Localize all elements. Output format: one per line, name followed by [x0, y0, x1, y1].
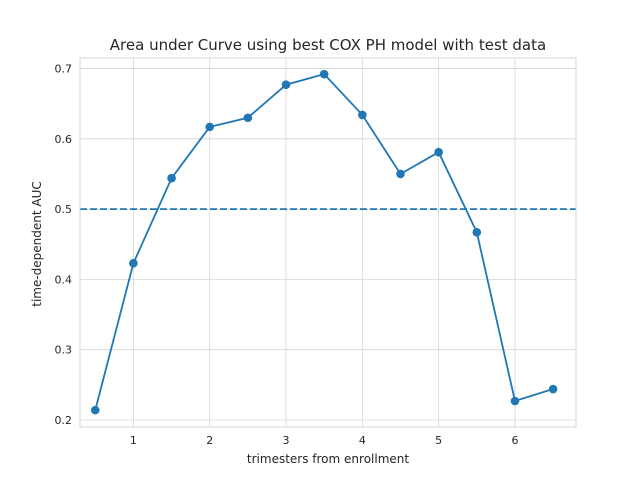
- data-point: [510, 396, 520, 406]
- plot-frame: [79, 57, 577, 428]
- x-tick-label: 5: [435, 434, 442, 447]
- x-tick-label: 3: [283, 434, 290, 447]
- y-tick-label: 0.4: [55, 273, 73, 286]
- data-point: [319, 69, 329, 79]
- y-tick-label: 0.7: [55, 63, 73, 76]
- chart-title: Area under Curve using best COX PH model…: [110, 36, 546, 54]
- x-tick-labels: 1 2 3 4 5 6: [130, 434, 519, 447]
- data-point: [129, 258, 138, 268]
- x-tick-label: 1: [130, 434, 137, 447]
- data-point: [396, 169, 405, 179]
- data-point: [205, 122, 215, 132]
- data-point: [472, 228, 482, 237]
- data-point: [243, 113, 253, 123]
- data-point: [90, 405, 100, 415]
- x-axis-label: trimesters from enrollment: [247, 452, 409, 466]
- data-point: [548, 384, 558, 394]
- data-point: [358, 110, 367, 120]
- data-point: [434, 147, 443, 157]
- data-point: [167, 173, 176, 183]
- data-markers: [90, 69, 558, 415]
- x-tick-label: 4: [359, 434, 366, 447]
- data-point: [281, 80, 291, 90]
- y-tick-label: 0.2: [55, 414, 73, 427]
- y-axis-label: time-dependent AUC: [30, 181, 44, 307]
- x-tick-label: 2: [206, 434, 213, 447]
- y-tick-labels: 0.2 0.3 0.4 0.5 0.6 0.7: [55, 63, 73, 427]
- y-tick-label: 0.3: [55, 344, 73, 357]
- y-tick-label: 0.5: [55, 203, 73, 216]
- y-tick-label: 0.6: [55, 133, 73, 146]
- x-tick-label: 6: [511, 434, 518, 447]
